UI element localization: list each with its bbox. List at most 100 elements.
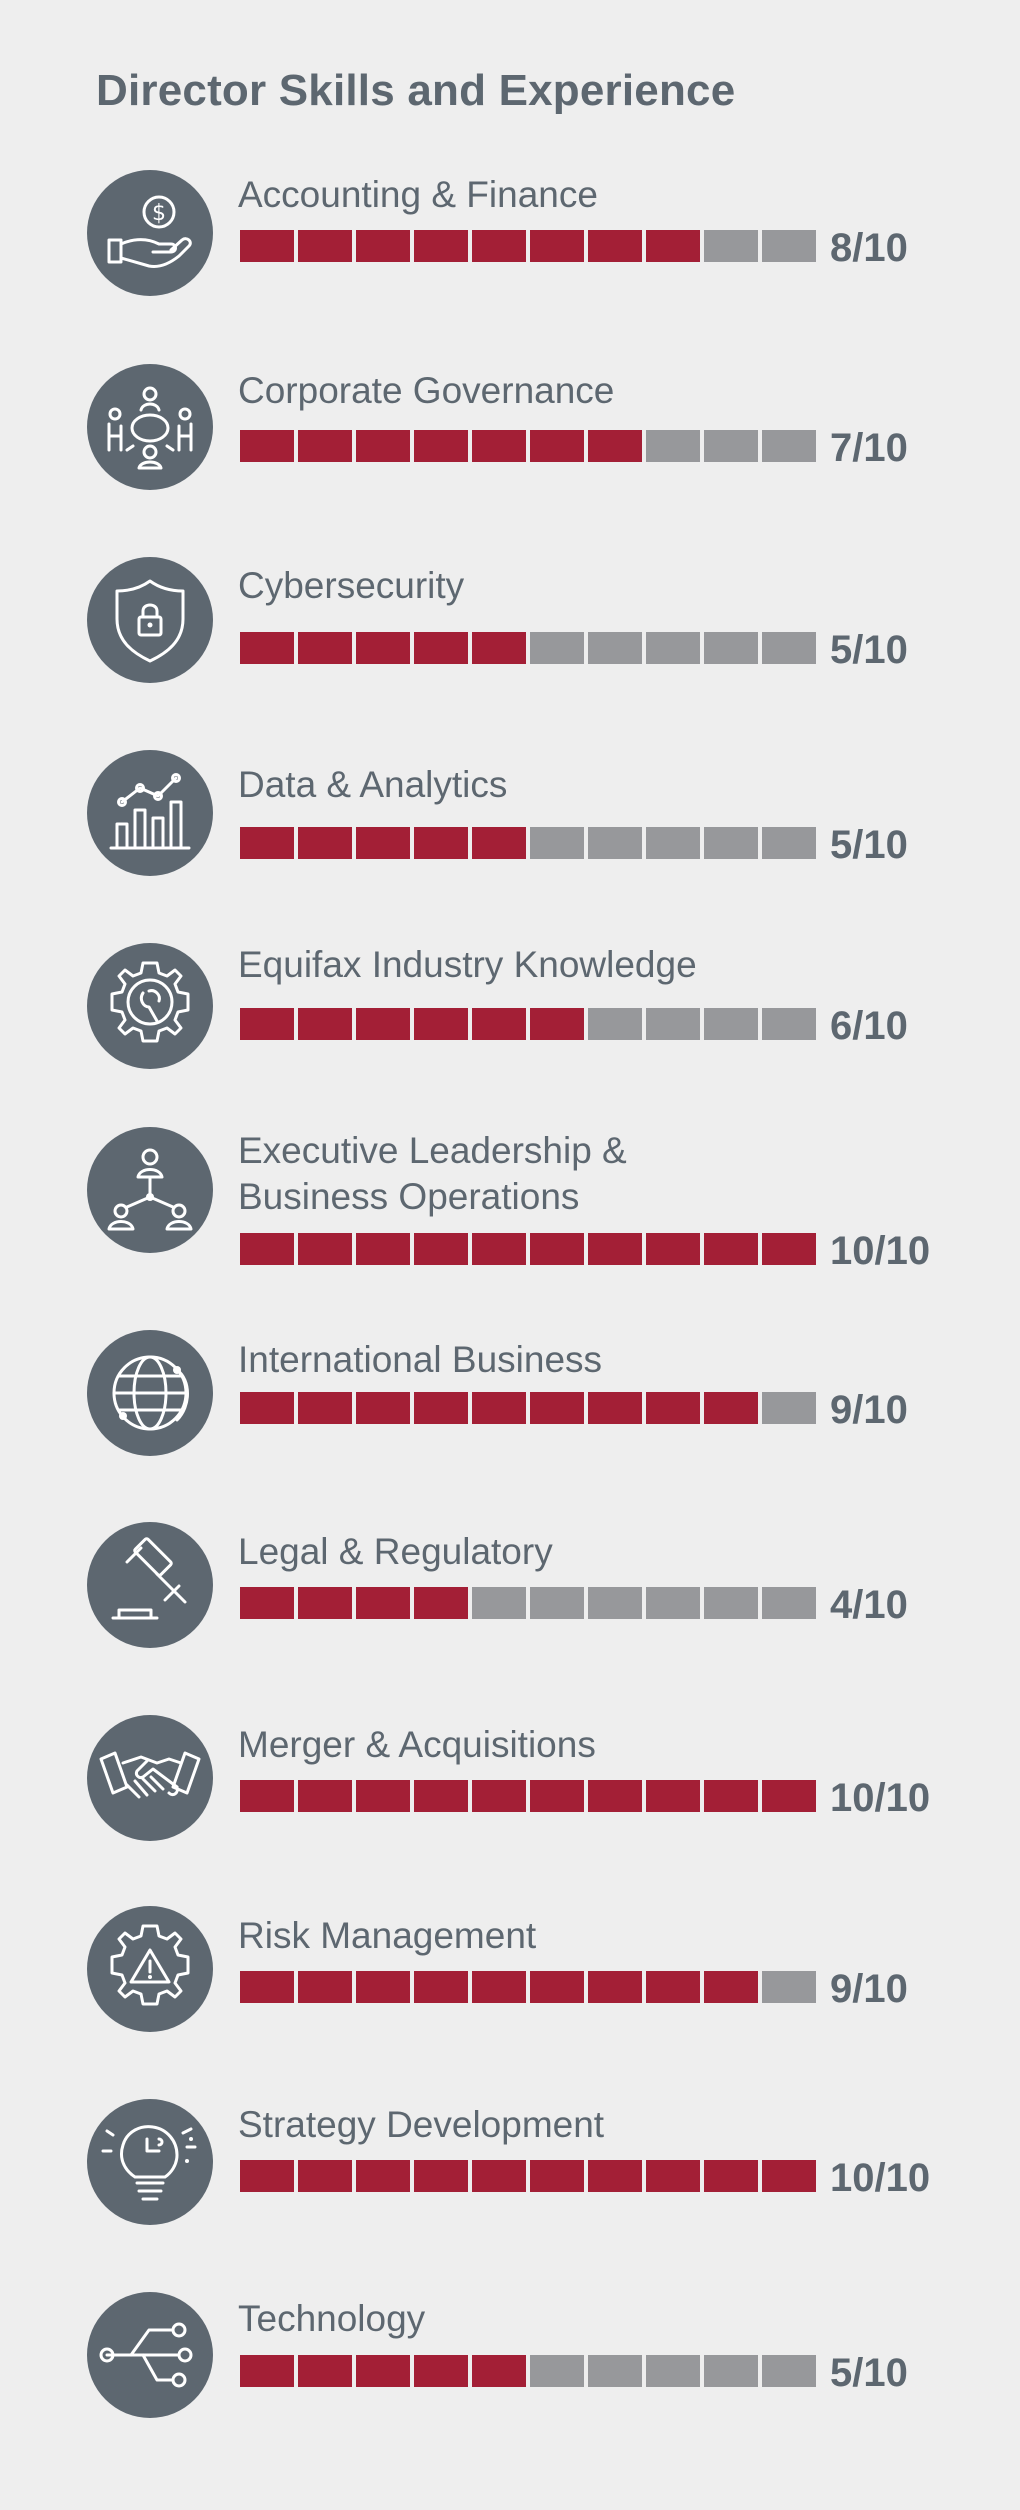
bar-segment-empty <box>762 1392 816 1424</box>
score-label: 10/10 <box>830 2156 931 2200</box>
meeting-table-icon <box>87 364 213 490</box>
bar-segment-filled <box>240 230 294 262</box>
bar-segment-filled <box>530 2160 584 2192</box>
bar-segment-filled <box>356 1971 410 2003</box>
bar-segment-empty <box>704 430 758 462</box>
bar-chart-icon <box>87 750 213 876</box>
bar-segment-empty <box>588 1587 642 1619</box>
skill-label-line: Business Operations <box>238 1176 580 1217</box>
bar-segment-filled <box>298 2160 352 2192</box>
skill-label: Data & Analytics <box>238 762 507 808</box>
page-title: Director Skills and Experience <box>96 66 736 115</box>
bar-segment-empty <box>530 827 584 859</box>
score-label: 5/10 <box>830 823 908 867</box>
bar-segment-empty <box>646 1587 700 1619</box>
bar-segment-filled <box>414 1008 468 1040</box>
skill-label-line: International Business <box>238 1339 603 1380</box>
skill-label-line: Executive Leadership & <box>238 1130 627 1171</box>
bar-segment-filled <box>530 1971 584 2003</box>
shield-lock-icon <box>87 557 213 683</box>
bar-segment-filled <box>472 1392 526 1424</box>
bar-segment-filled <box>240 1008 294 1040</box>
skill-label-line: Accounting & Finance <box>238 174 598 215</box>
gavel-icon <box>87 1522 213 1648</box>
skill-label: Legal & Regulatory <box>238 1529 553 1575</box>
bar-segment-filled <box>530 1392 584 1424</box>
bar-segment-filled <box>588 1233 642 1265</box>
bar-segment-empty <box>704 632 758 664</box>
bar-segment-filled <box>588 2160 642 2192</box>
bar-segment-empty <box>588 1008 642 1040</box>
bar-segment-filled <box>240 430 294 462</box>
skill-label: Cybersecurity <box>238 563 464 609</box>
bar-segment-filled <box>356 827 410 859</box>
gear-wrench-icon <box>87 943 213 1069</box>
bar-segment-empty <box>762 430 816 462</box>
bar-segment-filled <box>414 2355 468 2387</box>
bar-segment-filled <box>530 1008 584 1040</box>
bar-segment-filled <box>240 2160 294 2192</box>
bar-segment-empty <box>530 2355 584 2387</box>
bar-segment-filled <box>414 2160 468 2192</box>
score-bar <box>240 230 816 262</box>
score-label: 4/10 <box>830 1583 908 1627</box>
score-bar <box>240 1008 816 1040</box>
bar-segment-filled <box>356 2355 410 2387</box>
bar-segment-filled <box>298 632 352 664</box>
bar-segment-filled <box>356 2160 410 2192</box>
bar-segment-filled <box>762 1780 816 1812</box>
score-bar <box>240 430 816 462</box>
bar-segment-filled <box>762 2160 816 2192</box>
skill-label: Strategy Development <box>238 2102 604 2148</box>
bar-segment-empty <box>472 1587 526 1619</box>
bar-segment-empty <box>762 2355 816 2387</box>
bar-segment-filled <box>240 1233 294 1265</box>
bar-segment-filled <box>356 1008 410 1040</box>
bar-segment-filled <box>472 430 526 462</box>
score-bar <box>240 1971 816 2003</box>
gear-warning-icon <box>87 1906 213 2032</box>
skill-label-line: Equifax Industry Knowledge <box>238 944 697 985</box>
score-bar <box>240 1587 816 1619</box>
bar-segment-filled <box>298 1971 352 2003</box>
bar-segment-empty <box>646 430 700 462</box>
bar-segment-empty <box>704 1008 758 1040</box>
bar-segment-filled <box>414 632 468 664</box>
bar-segment-filled <box>646 1233 700 1265</box>
bar-segment-filled <box>356 1780 410 1812</box>
score-bar <box>240 1233 816 1265</box>
bar-segment-filled <box>414 1392 468 1424</box>
bar-segment-empty <box>646 632 700 664</box>
skill-label-line: Data & Analytics <box>238 764 508 805</box>
score-label: 5/10 <box>830 2351 908 2395</box>
bar-segment-filled <box>646 1780 700 1812</box>
bar-segment-empty <box>762 1587 816 1619</box>
bar-segment-filled <box>240 1780 294 1812</box>
score-bar <box>240 632 816 664</box>
score-bar <box>240 1780 816 1812</box>
bar-segment-filled <box>704 1971 758 2003</box>
bar-segment-filled <box>298 1008 352 1040</box>
skill-label: Risk Management <box>238 1913 536 1959</box>
bar-segment-filled <box>588 1392 642 1424</box>
bar-segment-filled <box>588 1971 642 2003</box>
bar-segment-filled <box>414 827 468 859</box>
bar-segment-filled <box>704 1233 758 1265</box>
bar-segment-filled <box>472 827 526 859</box>
bar-segment-filled <box>472 1780 526 1812</box>
lightbulb-puzzle-icon <box>87 2099 213 2225</box>
bar-segment-filled <box>646 230 700 262</box>
bar-segment-filled <box>472 230 526 262</box>
bar-segment-filled <box>298 1392 352 1424</box>
skill-label: Executive Leadership & Business Operation… <box>238 1128 627 1220</box>
score-label: 6/10 <box>830 1004 908 1048</box>
bar-segment-filled <box>414 230 468 262</box>
bar-segment-empty <box>704 1587 758 1619</box>
bar-segment-empty <box>704 2355 758 2387</box>
bar-segment-empty <box>530 1587 584 1619</box>
bar-segment-filled <box>588 430 642 462</box>
bar-segment-filled <box>298 827 352 859</box>
bar-segment-filled <box>414 1233 468 1265</box>
score-bar <box>240 1392 816 1424</box>
bar-segment-filled <box>472 2355 526 2387</box>
